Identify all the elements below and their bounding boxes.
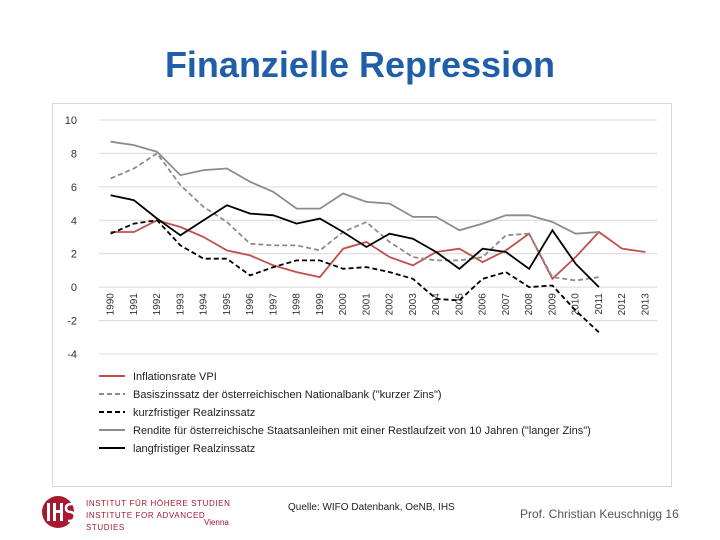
x-tick-label: 1996 [245,293,256,316]
ihs-logo: INSTITUT FÜR HÖHERE STUDIEN INSTITUTE FO… [38,494,238,530]
y-tick-label: 2 [71,249,77,261]
x-tick-label: 2011 [594,293,605,315]
x-tick-label: 2003 [408,293,419,316]
x-tick-label: 1991 [129,293,140,316]
x-tick-label: 2012 [617,293,628,316]
ihs-logo-mark [38,494,82,530]
x-tick-label: 1999 [315,293,326,316]
legend-label: Rendite für österreichische Staatsanleih… [133,425,591,437]
x-tick-label: 2001 [361,293,372,316]
chart-frame: 10 8 6 4 2 0 -2 -4 1990 1991 1992 1993 1994 1995 1996… [52,103,672,487]
source-note: Quelle: WIFO Datenbank, OeNB, IHS [288,502,455,513]
legend: Inflationsrate VPI Basiszinssatz der öste… [99,371,591,455]
x-tick-label: 2002 [385,293,396,316]
x-tick-label: 2010 [571,293,582,316]
series-line-5 [111,195,599,287]
y-tick-label: -4 [67,349,77,361]
x-tick-label: 1995 [222,293,233,316]
x-tick-label: 2008 [524,293,535,316]
gridlines [99,120,657,354]
slide-footer: Prof. Christian Keuschnigg 16 [520,507,679,521]
y-tick-label: 6 [71,182,77,194]
legend-label: kurzfristiger Realzinssatz [133,407,255,419]
y-tick-label: 4 [71,215,77,227]
line-chart: 10 8 6 4 2 0 -2 -4 1990 1991 1992 1993 1994 1995 1996… [53,104,671,486]
legend-label: langfristiger Realzinssatz [133,443,255,455]
x-tick-label: 2007 [501,293,512,316]
x-tick-label: 2009 [547,293,558,316]
series-line-2 [111,153,599,280]
logo-line-1: INSTITUT FÜR HÖHERE STUDIEN [86,498,238,510]
series-lines [111,142,646,333]
y-tick-label: 8 [71,148,77,160]
x-tick-label: 1992 [152,293,163,316]
x-tick-label: 2013 [640,293,651,316]
logo-text: INSTITUT FÜR HÖHERE STUDIEN INSTITUTE FO… [86,498,238,534]
x-tick-label: 2000 [338,293,349,316]
y-tick-label: 0 [71,282,77,294]
slide-title: Finanzielle Repression [0,44,720,86]
x-tick-label: 1990 [106,293,117,316]
x-tick-label: 1994 [199,293,210,316]
logo-city: Vienna [204,518,229,527]
x-tick-label: 1998 [292,293,303,316]
legend-label: Basiszinssatz der österreichischen Natio… [133,389,442,401]
y-tick-label: -2 [67,316,77,328]
x-tick-label: 1993 [175,293,186,316]
y-tick-labels: 10 8 6 4 2 0 -2 -4 [65,115,77,361]
legend-label: Inflationsrate VPI [133,371,217,383]
x-tick-label: 1997 [268,293,279,316]
x-tick-label: 2005 [454,293,465,316]
y-tick-label: 10 [65,115,77,127]
x-tick-label: 2006 [478,293,489,316]
